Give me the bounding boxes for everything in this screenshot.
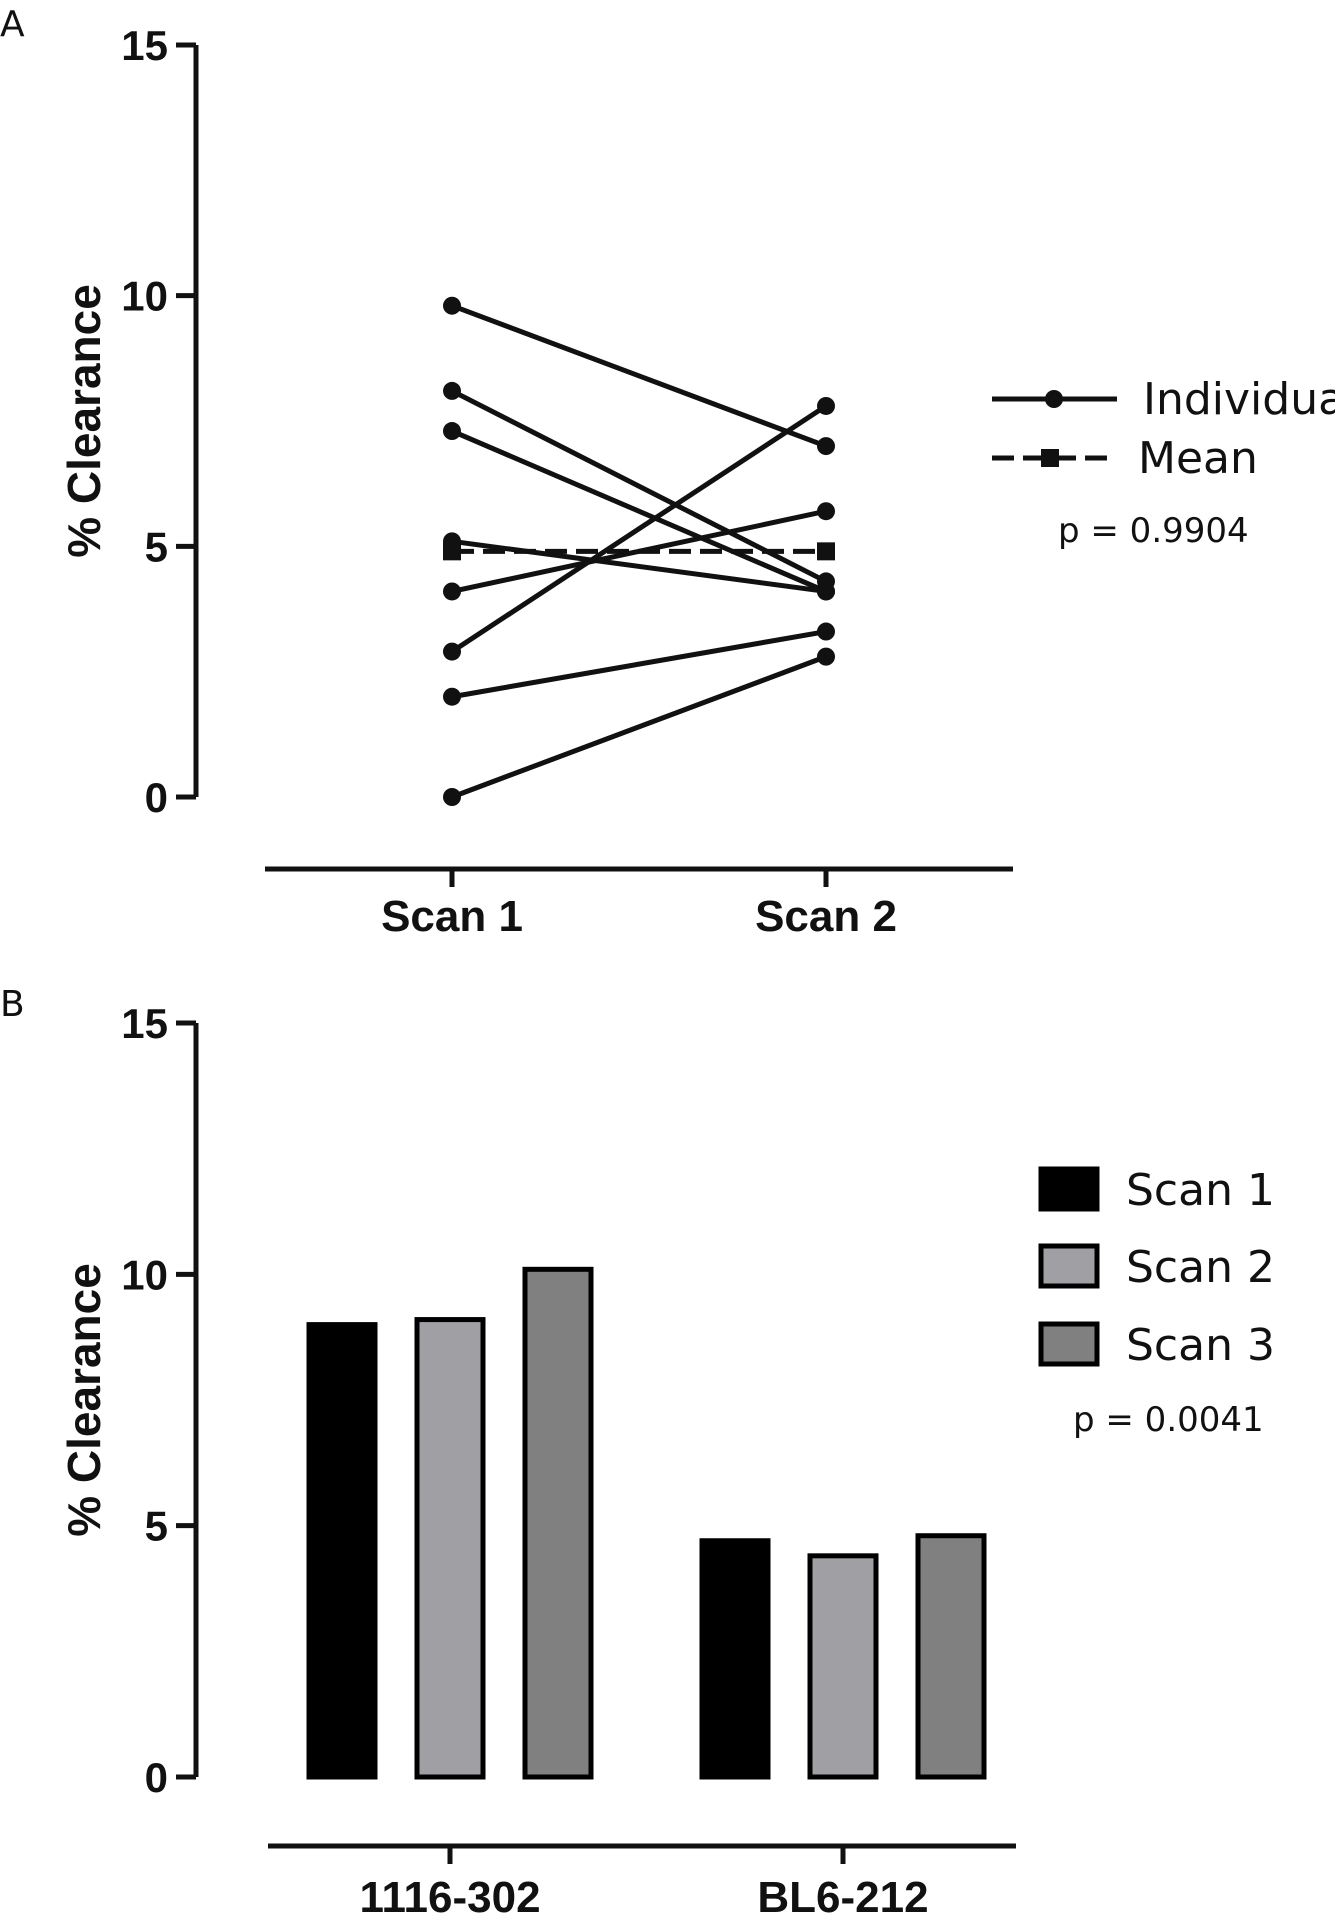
legend-swatch (1038, 1321, 1100, 1367)
panel-a-chart: 0 5 10 15 % Clearance Scan 1 Scan 2 Individual M… (58, 22, 1335, 941)
bar-scan-2 (414, 1317, 486, 1780)
individual-point (443, 532, 461, 551)
legend-swatch (1038, 1166, 1100, 1212)
panel-a-letter: A (0, 4, 25, 45)
y-tick-label: 5 (145, 1503, 168, 1550)
individual-point (817, 582, 835, 601)
individual-line (451, 629, 827, 700)
y-tick-label: 15 (121, 22, 168, 69)
individual-point (443, 687, 461, 706)
bar-scan-2 (807, 1553, 879, 1780)
mean-marker (817, 542, 835, 561)
individual-point (443, 422, 461, 441)
x-tick-label: Scan 1 (381, 892, 523, 941)
individual-point (443, 788, 461, 806)
legend-individual-marker (1045, 390, 1063, 408)
legend-label: Scan 1 (1126, 1165, 1275, 1216)
x-tick-label: BL6-212 (757, 1873, 928, 1918)
panel-b-chart: 0 5 10 15 % Clearance 1116-302 BL6-212 Scan 1 Sc… (58, 1000, 1275, 1918)
individual-point (817, 647, 835, 666)
y-axis-title: % Clearance (58, 284, 110, 558)
y-tick-label: 10 (121, 1251, 168, 1298)
bar-scan-3 (915, 1533, 987, 1780)
individual-point (443, 642, 461, 661)
p-value-annotation: p = 0.0041 (1073, 1400, 1264, 1440)
individual-line (451, 654, 827, 800)
legend-swatch (1038, 1243, 1100, 1289)
bar-scan-3 (522, 1266, 594, 1780)
y-tick-label: 10 (121, 273, 168, 320)
individual-point (817, 396, 835, 415)
x-tick-label: Scan 2 (755, 892, 897, 941)
y-tick-label: 0 (145, 1754, 168, 1801)
legend-mean-label: Mean (1138, 433, 1258, 484)
individual-line (451, 508, 827, 594)
y-axis-title: % Clearance (58, 1263, 110, 1537)
individual-point (443, 582, 461, 601)
individual-line (450, 388, 828, 584)
individual-line (451, 303, 827, 449)
panel-b-letter: B (0, 984, 25, 1025)
individual-line (451, 538, 827, 594)
legend-label: Scan 3 (1126, 1320, 1275, 1371)
legend-mean-marker (1041, 449, 1059, 467)
individual-point (443, 296, 461, 315)
individual-point (443, 381, 461, 400)
individual-line (451, 428, 827, 594)
individual-line (450, 403, 828, 654)
y-tick-label: 5 (145, 523, 168, 570)
y-tick-label: 0 (145, 774, 168, 821)
p-value-annotation: p = 0.9904 (1058, 511, 1249, 551)
x-tick-label: 1116-302 (359, 1873, 540, 1918)
bar-scan-1 (306, 1322, 378, 1780)
legend-label: Scan 2 (1126, 1242, 1275, 1293)
legend-individual-label: Individual (1143, 374, 1335, 425)
y-tick-label: 15 (121, 1000, 168, 1047)
bar-scan-1 (699, 1538, 771, 1780)
individual-point (817, 502, 835, 521)
individual-point (817, 437, 835, 456)
individual-point (817, 622, 835, 641)
